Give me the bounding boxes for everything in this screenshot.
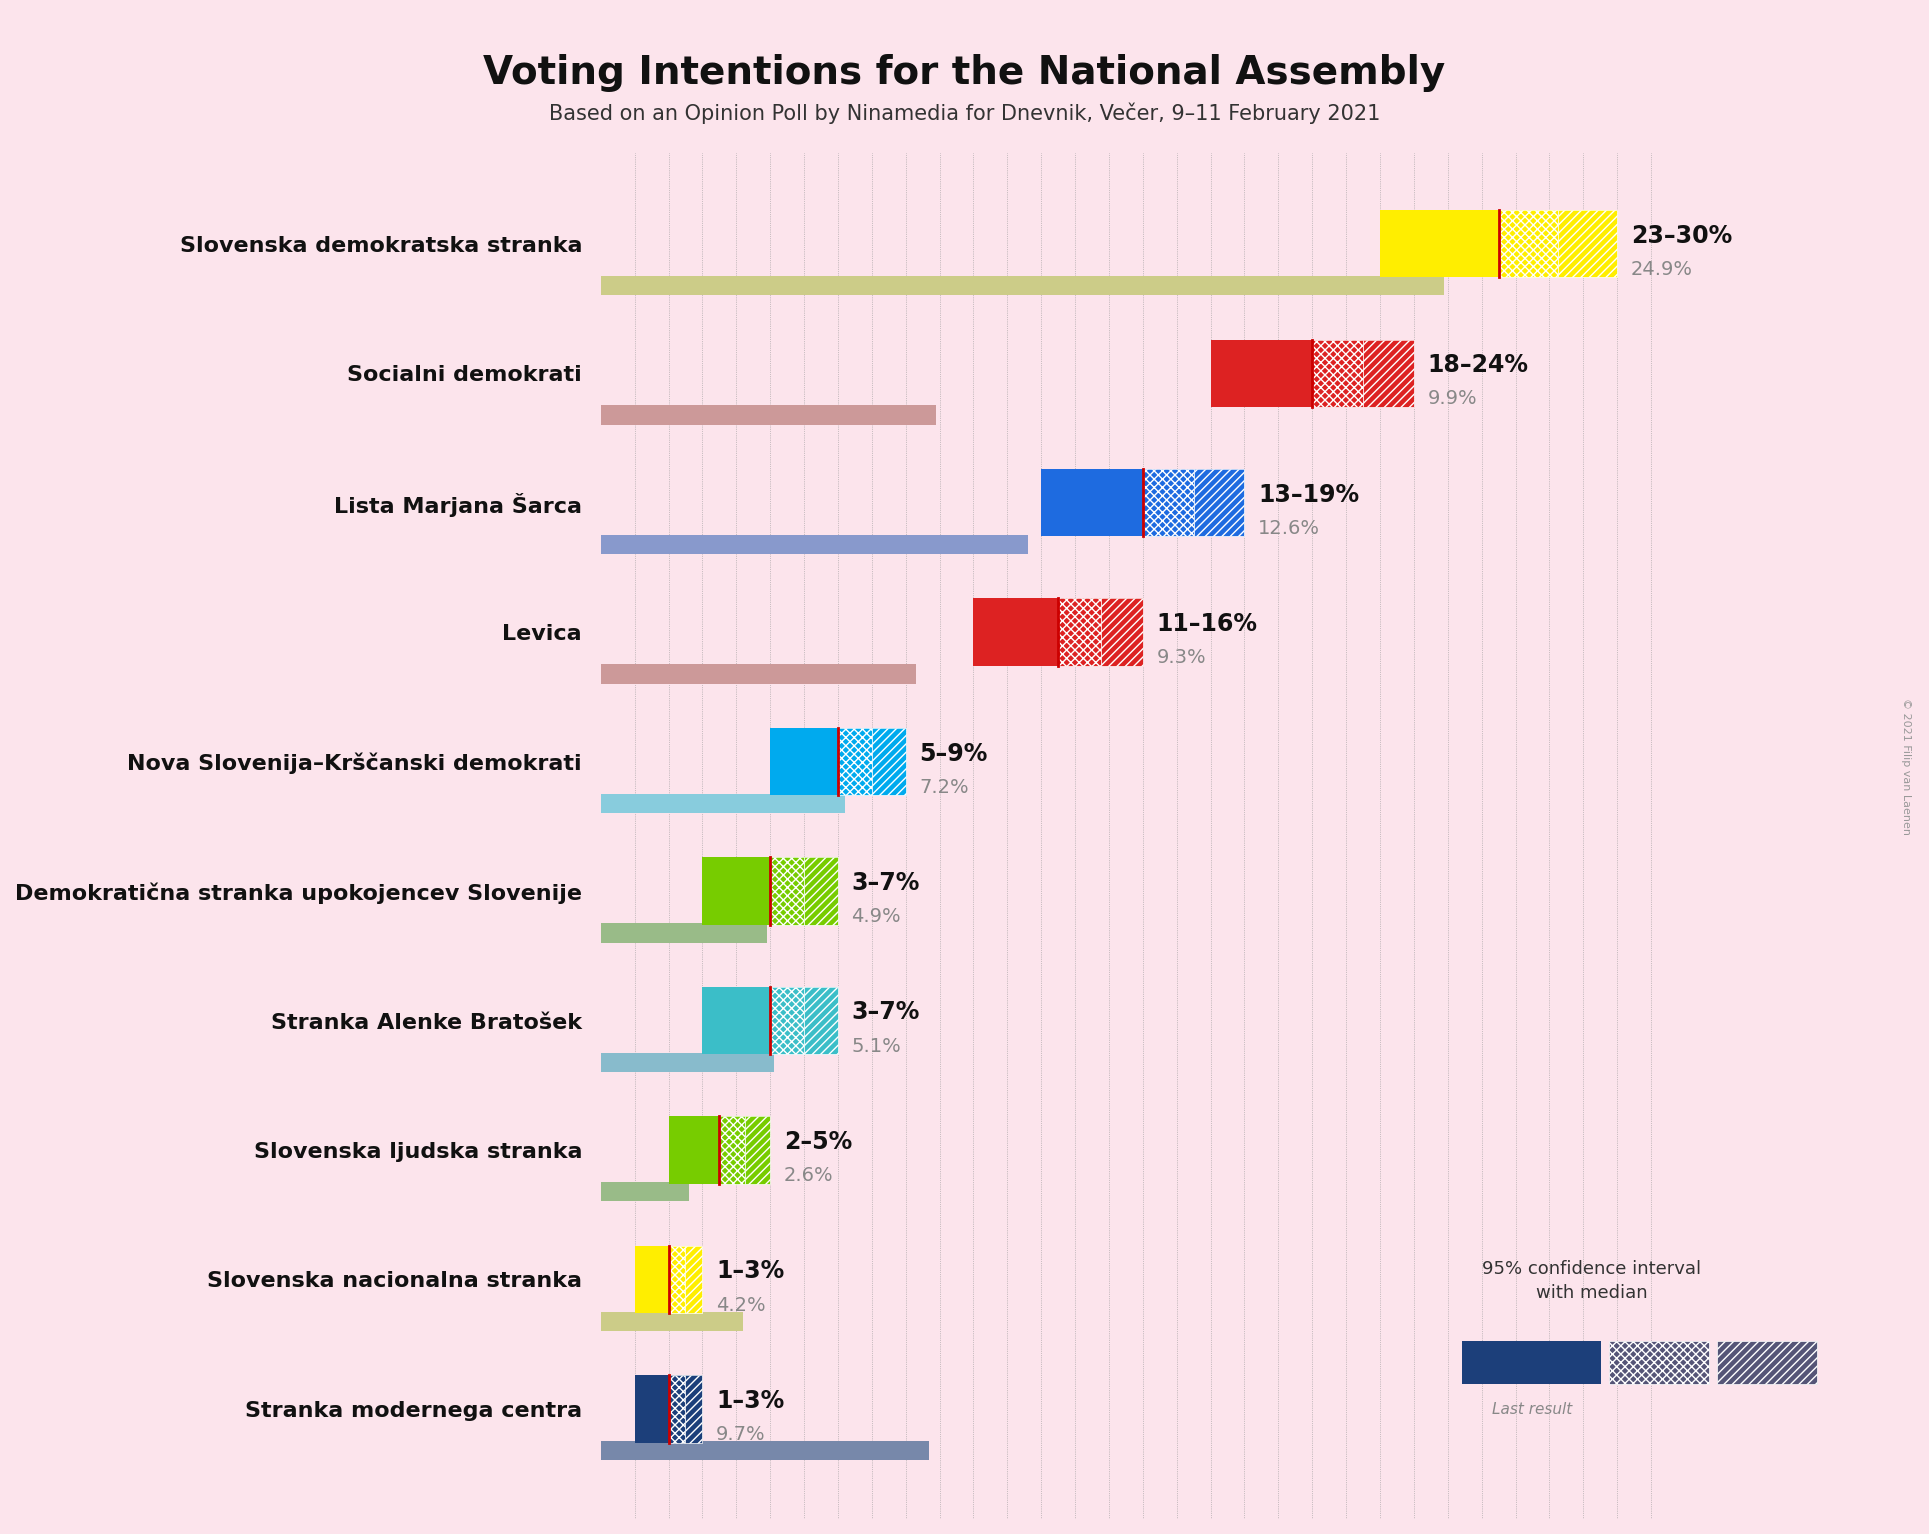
Bar (669, 1376, 685, 1442)
Bar (770, 729, 907, 795)
Text: 9.3%: 9.3% (1155, 649, 1206, 667)
Bar (600, 276, 1445, 295)
Bar (600, 535, 1028, 554)
Bar (1312, 339, 1364, 407)
Bar (600, 405, 936, 425)
Text: 5–9%: 5–9% (920, 741, 988, 765)
Bar (702, 986, 837, 1054)
Bar (1101, 598, 1142, 666)
Text: © 2021 Filip van Laenen: © 2021 Filip van Laenen (1900, 698, 1912, 836)
Bar (1379, 210, 1617, 278)
Bar (745, 1117, 770, 1184)
Bar (974, 598, 1142, 666)
Bar (669, 1246, 685, 1313)
Bar (770, 858, 804, 925)
Text: 2–5%: 2–5% (783, 1131, 853, 1154)
Text: 1–3%: 1–3% (716, 1388, 785, 1413)
Bar (1364, 339, 1414, 407)
Text: 5.1%: 5.1% (851, 1037, 901, 1055)
Bar (1211, 339, 1414, 407)
Text: Last result: Last result (1491, 1402, 1572, 1417)
Text: 11–16%: 11–16% (1155, 612, 1258, 637)
Bar (600, 793, 845, 813)
Bar (770, 986, 804, 1054)
Bar (600, 1440, 930, 1460)
Bar (635, 1246, 702, 1313)
Text: 9.7%: 9.7% (716, 1425, 766, 1443)
Bar (1142, 469, 1194, 537)
Bar (1559, 210, 1617, 278)
Text: 13–19%: 13–19% (1258, 483, 1360, 506)
Bar (600, 1312, 743, 1332)
Text: 9.9%: 9.9% (1427, 390, 1478, 408)
Text: 4.9%: 4.9% (851, 907, 901, 927)
Text: 1–3%: 1–3% (716, 1259, 785, 1284)
Text: 7.2%: 7.2% (920, 778, 968, 796)
Text: 2.6%: 2.6% (783, 1166, 833, 1186)
Bar (635, 1376, 702, 1442)
Bar (685, 1376, 702, 1442)
Bar (837, 729, 872, 795)
Bar (600, 923, 766, 942)
Text: 4.2%: 4.2% (716, 1296, 766, 1315)
Bar (600, 1183, 689, 1201)
Bar (1499, 210, 1559, 278)
Bar (804, 858, 837, 925)
Bar (872, 729, 907, 795)
Text: Based on an Opinion Poll by Ninamedia for Dnevnik, Večer, 9–11 February 2021: Based on an Opinion Poll by Ninamedia fo… (550, 103, 1379, 124)
Bar (1194, 469, 1244, 537)
Text: 24.9%: 24.9% (1630, 259, 1694, 279)
Text: 12.6%: 12.6% (1258, 518, 1319, 538)
Bar (702, 858, 837, 925)
Text: 18–24%: 18–24% (1427, 353, 1528, 377)
Bar (1042, 469, 1244, 537)
Bar (1059, 598, 1101, 666)
Text: 3–7%: 3–7% (851, 1000, 920, 1025)
Bar (600, 1052, 774, 1072)
Bar (720, 1117, 745, 1184)
Bar (804, 986, 837, 1054)
Text: Voting Intentions for the National Assembly: Voting Intentions for the National Assem… (484, 54, 1445, 92)
Text: 95% confidence interval
with median: 95% confidence interval with median (1481, 1259, 1701, 1302)
Bar (600, 664, 916, 684)
Text: 3–7%: 3–7% (851, 871, 920, 894)
Text: 23–30%: 23–30% (1630, 224, 1732, 247)
Bar (669, 1117, 770, 1184)
Bar (685, 1246, 702, 1313)
